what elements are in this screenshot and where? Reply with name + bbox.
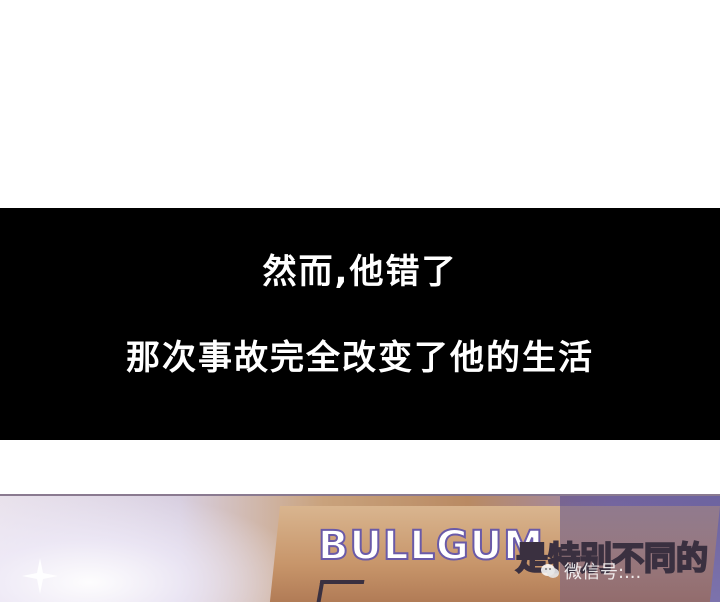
narration-caption-box: 然而,他错了 那次事故完全改变了他的生活 <box>0 208 720 440</box>
sign-brand-text: BULLGUM <box>317 523 545 569</box>
narration-line-1: 然而,他错了 <box>262 252 458 292</box>
partial-glyph <box>315 580 365 602</box>
watermark-text: 微信号:... <box>564 562 642 583</box>
narration-line-2: 那次事故完全改变了他的生活 <box>126 338 594 378</box>
panel-light-glow <box>0 496 300 602</box>
comic-panel: BULLGUM 是特别不同的 微信号:... <box>0 494 720 602</box>
sparkle-icon <box>22 558 58 594</box>
wechat-icon <box>541 564 559 578</box>
watermark: 微信号:... <box>540 558 641 584</box>
panel-shadow <box>560 496 720 602</box>
